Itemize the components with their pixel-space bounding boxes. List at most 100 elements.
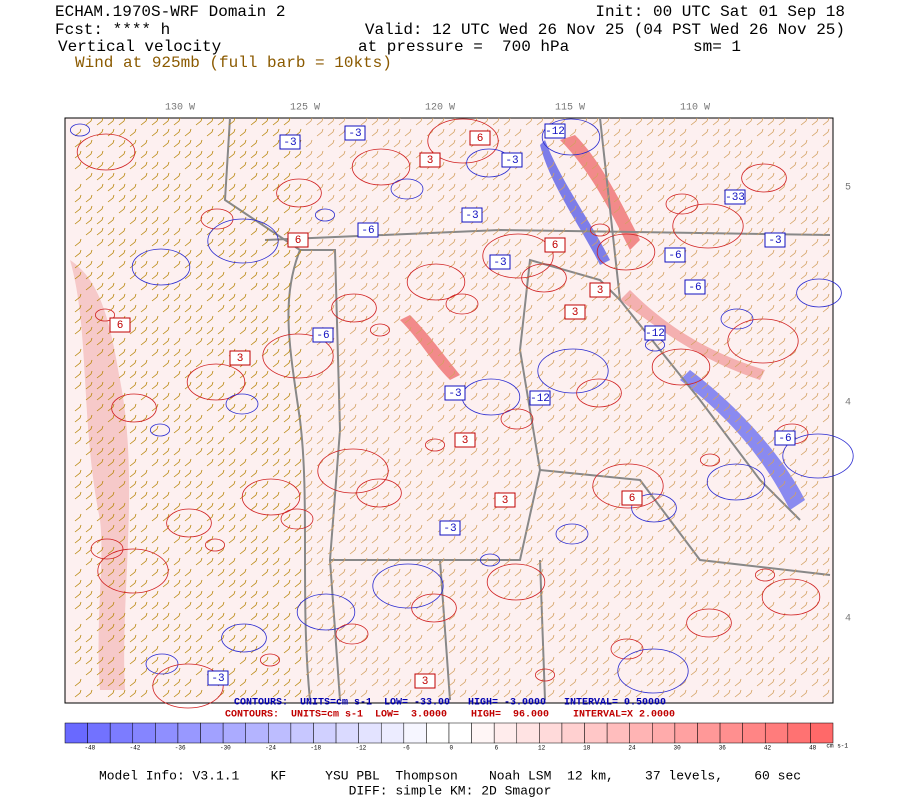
wind-barb [360, 370, 368, 379]
wind-barb [668, 304, 676, 313]
wind-barb [129, 359, 137, 368]
wind-barb [195, 381, 203, 390]
wind-barb [690, 579, 698, 588]
wind-barb [679, 260, 687, 269]
wind-barb [514, 458, 522, 467]
wind-barb [514, 634, 522, 643]
wind-barb [426, 535, 434, 544]
wind-barb [305, 612, 313, 621]
wind-barb [712, 271, 720, 280]
wind-barb [525, 590, 533, 599]
contour-label: 3 [427, 155, 434, 167]
wind-barb [613, 425, 621, 434]
wind-barb [349, 623, 357, 632]
wind-barb [404, 370, 412, 379]
wind-barb [558, 678, 566, 687]
wind-barb [448, 238, 456, 247]
wind-barb [107, 656, 115, 665]
wind-barb [701, 205, 709, 214]
wind-barb [756, 205, 764, 214]
wind-barb [822, 579, 830, 588]
wind-barb [294, 183, 302, 192]
wind-barb [525, 161, 533, 170]
wind-barb [668, 458, 676, 467]
wind-barb [789, 194, 797, 203]
wind-barb [789, 249, 797, 258]
wind-barb [591, 535, 599, 544]
wind-barb [492, 568, 500, 577]
wind-barb [547, 579, 555, 588]
wind-barb [404, 513, 412, 522]
wind-barb [624, 414, 632, 423]
wind-barb [547, 458, 555, 467]
wind-barb [415, 579, 423, 588]
wind-barb [525, 546, 533, 555]
wind-barb [261, 117, 269, 126]
colorbar-label: 30 [674, 745, 682, 752]
wind-barb [283, 689, 291, 698]
wind-barb [404, 403, 412, 412]
wind-barb [723, 150, 731, 159]
wind-barb [657, 667, 665, 676]
wind-barb [140, 689, 148, 698]
wind-barb [371, 568, 379, 577]
wind-barb [492, 458, 500, 467]
wind-barb [503, 392, 511, 401]
wind-barb [635, 216, 643, 225]
wind-barb [503, 337, 511, 346]
contour [755, 568, 776, 582]
wind-barb [712, 359, 720, 368]
wind-barb [701, 150, 709, 159]
wind-barb [756, 370, 764, 379]
wind-barb [690, 601, 698, 610]
wind-barb [811, 128, 819, 137]
wind-barb [217, 117, 225, 126]
wind-barb [503, 139, 511, 148]
wind-barb [107, 491, 115, 500]
wind-barb [789, 678, 797, 687]
wind-barb [217, 359, 225, 368]
wind-barb [624, 315, 632, 324]
wind-barb [789, 359, 797, 368]
wind-barb [393, 590, 401, 599]
wind-barb [162, 194, 170, 203]
wind-barb [118, 403, 126, 412]
wind-barb [668, 370, 676, 379]
wind-barb [261, 458, 269, 467]
wind-barb [800, 161, 808, 170]
wind-barb [195, 282, 203, 291]
wind-barb [272, 414, 280, 423]
wind-barb [327, 667, 335, 676]
wind-barb [503, 348, 511, 357]
wind-barb [162, 557, 170, 566]
wind-barb [404, 656, 412, 665]
wind-barb [591, 271, 599, 280]
wind-barb [294, 304, 302, 313]
wind-barb [679, 590, 687, 599]
wind-barb [767, 469, 775, 478]
wind-barb [503, 469, 511, 478]
wind-barb [316, 117, 324, 126]
wind-barb [360, 447, 368, 456]
wind-barb [118, 678, 126, 687]
wind-barb [371, 370, 379, 379]
contour [280, 508, 314, 530]
wind-barb [635, 579, 643, 588]
wind-barb [316, 216, 324, 225]
wind-barb [800, 579, 808, 588]
wind-barb [635, 271, 643, 280]
wind-barb [723, 678, 731, 687]
wind-barb [525, 425, 533, 434]
contour [131, 248, 191, 286]
wind-barb [646, 458, 654, 467]
wind-barb [272, 601, 280, 610]
wind-barb [327, 524, 335, 533]
wind-barb [536, 128, 544, 137]
wind-barb [195, 150, 203, 159]
wind-barb [437, 271, 445, 280]
wind-barb [624, 579, 632, 588]
wind-barb [129, 480, 137, 489]
wind-barb [734, 524, 742, 533]
wind-barb [558, 425, 566, 434]
wind-barb [778, 337, 786, 346]
